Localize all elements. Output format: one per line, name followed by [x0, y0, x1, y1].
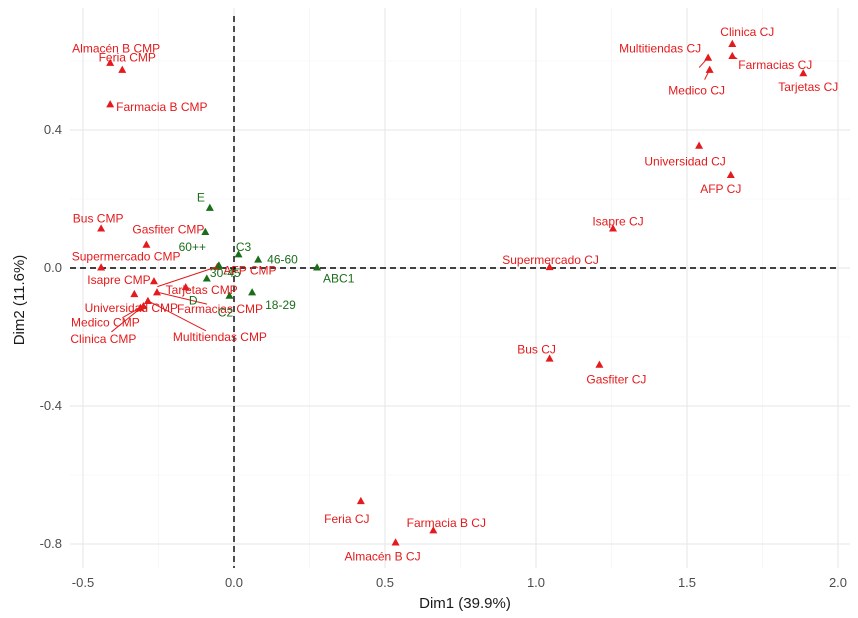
point-clinica-cj: [728, 39, 737, 47]
y-tick-label: -0.8: [40, 536, 62, 551]
label-farmacias-cj: Farmacias CJ: [738, 58, 812, 72]
label-almacen-b-cmp: Almacén B CMP: [72, 42, 160, 56]
point-supermercado-cj: [545, 262, 554, 271]
grid: [70, 8, 850, 568]
point-clinica-cmp: [139, 301, 148, 310]
point-bus-cj: [545, 354, 554, 362]
label-gasfiter-cj: Gasfiter CJ: [586, 373, 646, 387]
y-axis-title: Dim2 (11.6%): [11, 255, 28, 346]
x-tick-label: 0.0: [225, 575, 243, 590]
label-universidad-cmp: Universidad CMP: [85, 301, 178, 315]
label-supermercado-cj: Supermercado CJ: [502, 253, 599, 267]
point-gasfiter-cj: [595, 360, 604, 368]
label-60: 60++: [179, 240, 206, 254]
point-almacen-b-cj: [391, 538, 400, 546]
label-isapre-cj: Isapre CJ: [592, 214, 643, 228]
label-30-45: 30-45: [210, 266, 241, 280]
point-universidad-cmp: [130, 289, 139, 298]
point-isapre-cmp: [149, 277, 158, 285]
point-feria-cj: [356, 496, 365, 505]
point-c3: [234, 250, 243, 258]
label-clinica-cmp: Clinica CMP: [70, 332, 136, 346]
point-feria-cmp: [118, 65, 127, 73]
point-universidad-cj: [695, 141, 704, 149]
label-multitiendas-cj: Multitiendas CJ: [619, 42, 701, 56]
label-d: D: [189, 293, 198, 307]
leader-farmacias-cmp: [156, 291, 208, 305]
y-tick-label: 0.0: [44, 260, 62, 275]
label-universidad-cj: Universidad CJ: [644, 155, 725, 169]
label-farmacia-b-cj: Farmacia B CJ: [407, 516, 486, 530]
label-c3: C3: [236, 240, 252, 254]
x-tick-label: -0.5: [72, 575, 94, 590]
point-abc1: [313, 263, 322, 271]
x-axis-title: Dim1 (39.9%): [419, 595, 511, 612]
label-abc1: ABC1: [323, 271, 355, 285]
data-points: [97, 39, 808, 546]
label-feria-cj: Feria CJ: [324, 512, 369, 526]
point-30-45: [214, 261, 223, 269]
y-axis-ticks: -0.8 -0.4 0.0 0.4: [40, 122, 62, 551]
label-multitiendas-cmp: Multitiendas CMP: [173, 330, 267, 344]
point-afp-cj: [726, 170, 735, 179]
point-c2: [225, 291, 234, 299]
label-tarjetas-cmp: Tarjetas CMP: [166, 283, 238, 297]
label-farmacia-b-cmp: Farmacia B CMP: [116, 100, 207, 114]
point-isapre-cj: [609, 224, 618, 232]
x-tick-label: 1.5: [678, 575, 696, 590]
point-farmacias-cmp: [152, 288, 161, 296]
y-tick-label: -0.4: [40, 398, 62, 413]
point-gasfiter-cmp: [142, 240, 151, 248]
point-d: [202, 274, 211, 282]
point-farmacia-b-cmp: [106, 100, 115, 108]
point-supermercado-cmp: [97, 263, 106, 271]
label-bus-cj: Bus CJ: [517, 342, 556, 356]
label-farmacias-cmp: Farmacias CMP: [177, 302, 263, 316]
point-e: [205, 203, 214, 211]
label-c2: C2: [218, 306, 234, 320]
point-60: [201, 227, 210, 235]
x-tick-label: 1.0: [527, 575, 545, 590]
label-46-60: 46-60: [267, 252, 298, 266]
label-gasfiter-cmp: Gasfiter CMP: [132, 223, 204, 237]
label-isapre-cmp: Isapre CMP: [87, 273, 150, 287]
point-medico-cj: [705, 65, 714, 73]
point-18-29: [248, 288, 257, 296]
label-bus-cmp: Bus CMP: [73, 211, 124, 225]
label-almacen-b-cj: Almacén B CJ: [345, 549, 421, 563]
label-18-29: 18-29: [265, 298, 296, 312]
label-supermercado-cmp: Supermercado CMP: [72, 249, 181, 263]
point-farmacias-cj: [728, 51, 737, 60]
label-afp-cmp: AFP CMP: [223, 264, 276, 278]
label-afp-cj: AFP CJ: [700, 182, 741, 196]
point-46-60: [254, 255, 263, 263]
y-tick-label: 0.4: [44, 122, 62, 137]
x-tick-label: 0.5: [376, 575, 394, 590]
point-farmacia-b-cj: [429, 526, 438, 534]
point-almacen-b-cmp: [106, 58, 115, 66]
leader-afp-cmp: [157, 266, 218, 288]
label-medico-cj: Medico CJ: [668, 84, 725, 98]
point-tarjetas-cmp: [181, 282, 190, 291]
point-tarjetas-cj: [799, 69, 808, 77]
label-e: E: [197, 191, 205, 205]
reference-lines: [70, 16, 838, 568]
point-multitiendas-cmp: [143, 296, 152, 304]
label-feria-cmp: Feria CMP: [99, 51, 156, 65]
point-multitiendas-cj: [704, 53, 713, 61]
label-clinica-cj: Clinica CJ: [720, 25, 774, 39]
x-tick-label: 2.0: [829, 575, 847, 590]
label-medico-cmp: Medico CMP: [71, 316, 140, 330]
label-tarjetas-cj: Tarjetas CJ: [778, 80, 838, 94]
leader-multitiendas-cmp: [147, 300, 207, 332]
x-axis-ticks: -0.5 0.0 0.5 1.0 1.5 2.0: [72, 575, 847, 590]
point-bus-cmp: [97, 224, 106, 232]
